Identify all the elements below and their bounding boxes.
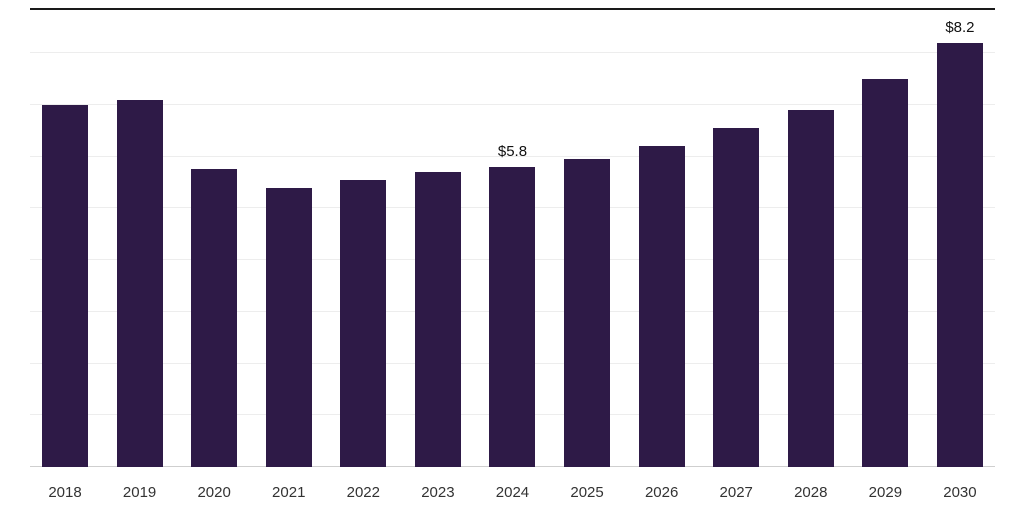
bar	[787, 109, 834, 467]
bar-column	[564, 8, 611, 467]
bar-column	[713, 8, 760, 467]
x-axis-tick-label: 2019	[122, 484, 157, 501]
bar-column: $8.2	[936, 8, 983, 467]
bar	[116, 99, 163, 467]
bar-column	[191, 8, 238, 467]
x-axis-tick-label: 2021	[272, 484, 306, 501]
x-axis-tick-label: 2029	[868, 484, 903, 501]
bar	[936, 42, 983, 467]
bar-column	[265, 8, 312, 467]
plot-area: $5.8 $8.2	[30, 8, 995, 467]
x-axis-tick-label: 2024	[495, 484, 530, 501]
bar-column	[862, 8, 909, 467]
bar-column	[42, 8, 88, 467]
bar	[489, 166, 536, 467]
x-axis-tick-label: 2030	[943, 484, 977, 501]
bar	[265, 187, 312, 467]
bar	[340, 179, 387, 467]
bar	[414, 172, 461, 467]
gridline	[30, 103, 995, 105]
bar	[42, 104, 88, 467]
x-axis-tick-label: 2020	[197, 484, 231, 501]
x-axis-tick-label: 2026	[644, 484, 679, 501]
bar	[862, 78, 909, 467]
gridline	[30, 52, 995, 53]
bar	[564, 159, 611, 467]
x-axis-tick-label: 2018	[48, 484, 82, 501]
gridline	[30, 155, 995, 157]
bar-column	[787, 8, 834, 467]
bar-column	[116, 8, 163, 467]
x-axis-tick-label: 2028	[794, 484, 828, 501]
bar-column	[414, 8, 461, 467]
bar	[713, 128, 760, 467]
x-axis-tick-label: 2023	[421, 484, 455, 501]
bar-column: $5.8	[489, 8, 536, 467]
bar-data-label: $8.2	[945, 18, 975, 36]
bar-data-label: $5.8	[497, 142, 528, 160]
top-gridline	[30, 8, 995, 10]
bar	[191, 169, 238, 467]
x-axis-tick-label: 2027	[719, 484, 753, 501]
x-axis-tick-labels: 2018 2019 2020 2021 2022 2023 2024 2025 2026 2027…	[42, 484, 983, 501]
x-axis-tick-label: 2025	[570, 484, 604, 501]
bar-series: $5.8 $8.2	[42, 8, 983, 467]
bar	[638, 146, 685, 467]
bar-column	[340, 8, 387, 467]
x-axis-tick-label: 2022	[346, 484, 380, 501]
bar-column	[638, 8, 685, 467]
